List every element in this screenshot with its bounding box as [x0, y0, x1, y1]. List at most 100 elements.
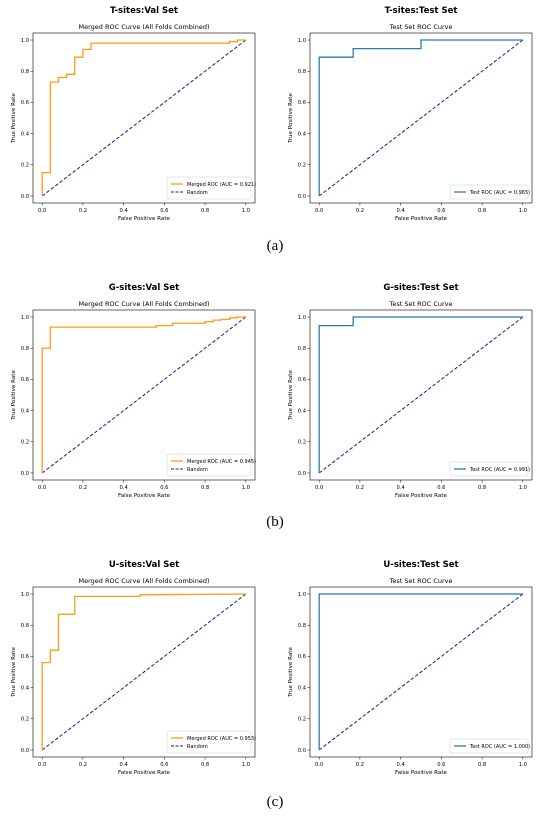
axes-frame: [309, 32, 533, 204]
roc-curve-line: [318, 593, 523, 750]
panel-suptitle: U-sites:Val Set: [109, 560, 179, 570]
x-tick-label: 0.8: [201, 762, 209, 768]
y-tick-label: 0.8: [298, 69, 306, 75]
x-axis-label: False Positive Rate: [395, 493, 448, 499]
y-tick-label: 0.2: [298, 440, 306, 446]
x-tick-label: 1.0: [242, 762, 250, 768]
y-tick-label: 0.6: [298, 377, 306, 383]
x-tick-label: 0.6: [437, 485, 445, 491]
axes-frame: [32, 586, 256, 758]
chart-panel-6: U-sites:Test Set Test Set ROC Curve 0.0 0.0…: [288, 560, 533, 776]
x-tick-label: 1.0: [519, 485, 527, 491]
legend: Merged ROC (AUC = 0.953) Random: [166, 730, 256, 754]
y-tick-label: 0.8: [298, 346, 306, 352]
x-tick-label: 0.6: [437, 208, 445, 214]
random-baseline-line: [41, 593, 247, 751]
x-tick-label: 0.0: [38, 762, 46, 768]
y-tick-label: 0.8: [21, 346, 29, 352]
legend-box: [449, 738, 529, 754]
chart-panel-3: G-sites:Val Set Merged ROC Curve (All Fol…: [11, 283, 256, 499]
y-tick-label: 0.8: [21, 623, 29, 629]
x-tick-label: 0.0: [315, 485, 323, 491]
y-tick-label: 1.0: [21, 38, 29, 44]
y-tick-label: 0.0: [21, 194, 29, 200]
y-axis-label: True Positive Rate: [288, 647, 294, 698]
y-tick-label: 0.0: [21, 471, 29, 477]
y-tick-label: 1.0: [21, 592, 29, 598]
x-tick-label: 0.6: [160, 762, 168, 768]
chart-panel-1: T-sites:Val Set Merged ROC Curve (All Fol…: [11, 6, 256, 222]
y-tick-label: 0.4: [21, 685, 30, 691]
x-tick-label: 0.6: [160, 485, 168, 491]
y-tick-label: 0.6: [21, 654, 29, 660]
y-tick-label: 0.2: [298, 163, 306, 169]
legend-label: Random: [187, 467, 208, 473]
panel-suptitle: U-sites:Test Set: [383, 560, 458, 570]
panel-title: Test Set ROC Curve: [388, 23, 452, 31]
y-tick-label: 0.4: [21, 408, 30, 414]
y-tick-label: 0.2: [21, 163, 29, 169]
x-tick-label: 0.4: [120, 762, 129, 768]
x-tick-label: 0.2: [79, 762, 87, 768]
chart-panel-4: G-sites:Test Set Test Set ROC Curve 0.0 0.0…: [288, 283, 533, 499]
x-tick-label: 0.2: [356, 762, 364, 768]
y-tick-label: 0.8: [298, 623, 306, 629]
chart-panel-2: T-sites:Test Set Test Set ROC Curve 0.0 0.0…: [288, 6, 533, 222]
y-tick-label: 0.2: [21, 440, 29, 446]
legend-box: [449, 461, 529, 477]
legend: Test ROC (AUC = 0.965): [449, 184, 530, 200]
x-tick-label: 0.8: [478, 208, 486, 214]
y-axis-label: True Positive Rate: [288, 370, 294, 421]
x-tick-label: 0.4: [120, 485, 129, 491]
x-tick-label: 0.2: [356, 208, 364, 214]
y-tick-label: 1.0: [298, 592, 306, 598]
axes-frame: [309, 309, 533, 481]
x-tick-label: 0.4: [397, 762, 406, 768]
y-tick-label: 0.8: [21, 69, 29, 75]
roc-curve-line: [41, 593, 246, 750]
axes-frame: [309, 586, 533, 758]
legend-label: Merged ROC (AUC = 0.921): [187, 182, 256, 188]
x-tick-label: 0.0: [38, 208, 46, 214]
x-tick-label: 1.0: [519, 208, 527, 214]
x-tick-label: 1.0: [242, 485, 250, 491]
legend: Merged ROC (AUC = 0.945) Random: [166, 453, 256, 477]
legend-label: Random: [187, 190, 208, 196]
roc-curve-line: [41, 316, 246, 473]
y-tick-label: 0.4: [298, 685, 307, 691]
y-tick-label: 0.0: [298, 471, 306, 477]
x-tick-label: 0.2: [79, 208, 87, 214]
x-axis-label: False Positive Rate: [118, 770, 171, 776]
legend-box: [449, 184, 529, 200]
x-tick-label: 0.8: [478, 762, 486, 768]
panel-title: Merged ROC Curve (All Folds Combined): [78, 577, 209, 585]
legend-box: [166, 730, 252, 754]
random-baseline-line: [41, 316, 247, 474]
y-axis-label: True Positive Rate: [288, 93, 294, 144]
panel-suptitle: G-sites:Test Set: [383, 283, 458, 293]
legend-label: Test ROC (AUC = 0.965): [469, 190, 530, 196]
random-baseline-line: [318, 39, 524, 197]
x-tick-label: 0.0: [315, 208, 323, 214]
y-tick-label: 0.0: [298, 748, 306, 754]
y-tick-label: 0.6: [21, 100, 29, 106]
legend: Test ROC (AUC = 1.000): [449, 738, 530, 754]
roc-curve-line: [318, 316, 523, 473]
x-tick-label: 0.0: [315, 762, 323, 768]
panel-title: Test Set ROC Curve: [388, 300, 452, 308]
random-baseline-line: [318, 316, 524, 474]
y-tick-label: 1.0: [298, 315, 306, 321]
legend-box: [166, 453, 252, 477]
x-tick-label: 0.0: [38, 485, 46, 491]
caption-a: (a): [266, 238, 284, 254]
legend-label: Merged ROC (AUC = 0.945): [187, 459, 256, 465]
y-axis-label: True Positive Rate: [11, 647, 17, 698]
y-tick-label: 1.0: [21, 315, 29, 321]
caption-b: (b): [266, 514, 284, 530]
panel-title: Test Set ROC Curve: [388, 577, 452, 585]
y-tick-label: 0.4: [298, 131, 307, 137]
y-tick-label: 0.6: [298, 100, 306, 106]
roc-curve-line: [318, 39, 523, 196]
x-tick-label: 0.4: [397, 485, 406, 491]
x-axis-label: False Positive Rate: [118, 216, 171, 222]
